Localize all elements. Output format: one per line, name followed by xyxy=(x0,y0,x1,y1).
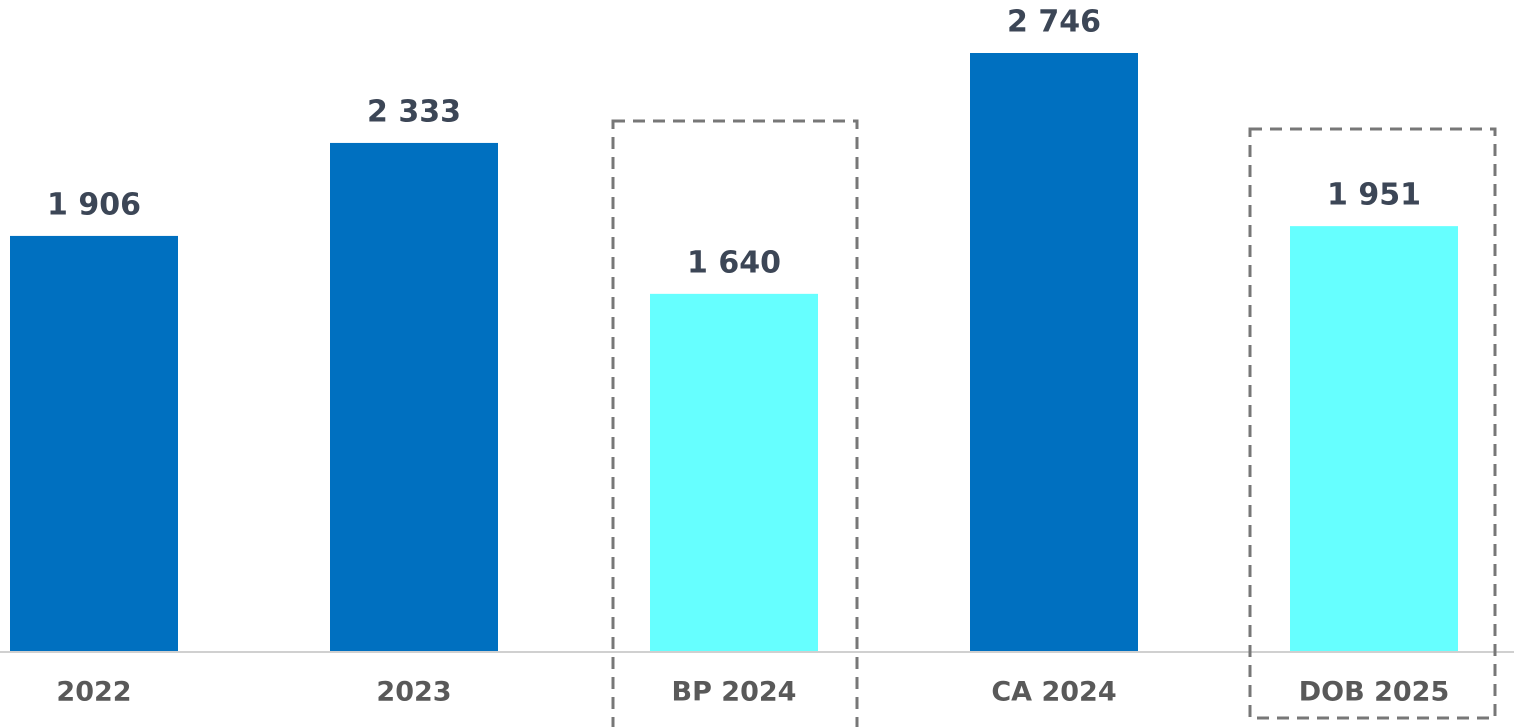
x-tick-label: 2022 xyxy=(56,677,131,708)
value-label: 1 640 xyxy=(687,245,781,280)
x-tick-label: 2023 xyxy=(376,677,451,708)
value-label: 2 333 xyxy=(367,94,461,129)
highlight-box xyxy=(1248,127,1497,720)
bar xyxy=(650,293,818,651)
x-tick-label: DOB 2025 xyxy=(1299,677,1450,708)
bar xyxy=(970,53,1138,651)
bar xyxy=(10,235,178,651)
bar xyxy=(330,142,498,651)
value-label: 1 951 xyxy=(1327,178,1421,213)
x-tick-label: CA 2024 xyxy=(991,677,1116,708)
value-label: 2 746 xyxy=(1007,5,1101,40)
value-label: 1 906 xyxy=(47,187,141,222)
bar xyxy=(1290,226,1458,652)
x-tick-label: BP 2024 xyxy=(672,677,797,708)
highlight-box xyxy=(611,119,859,727)
